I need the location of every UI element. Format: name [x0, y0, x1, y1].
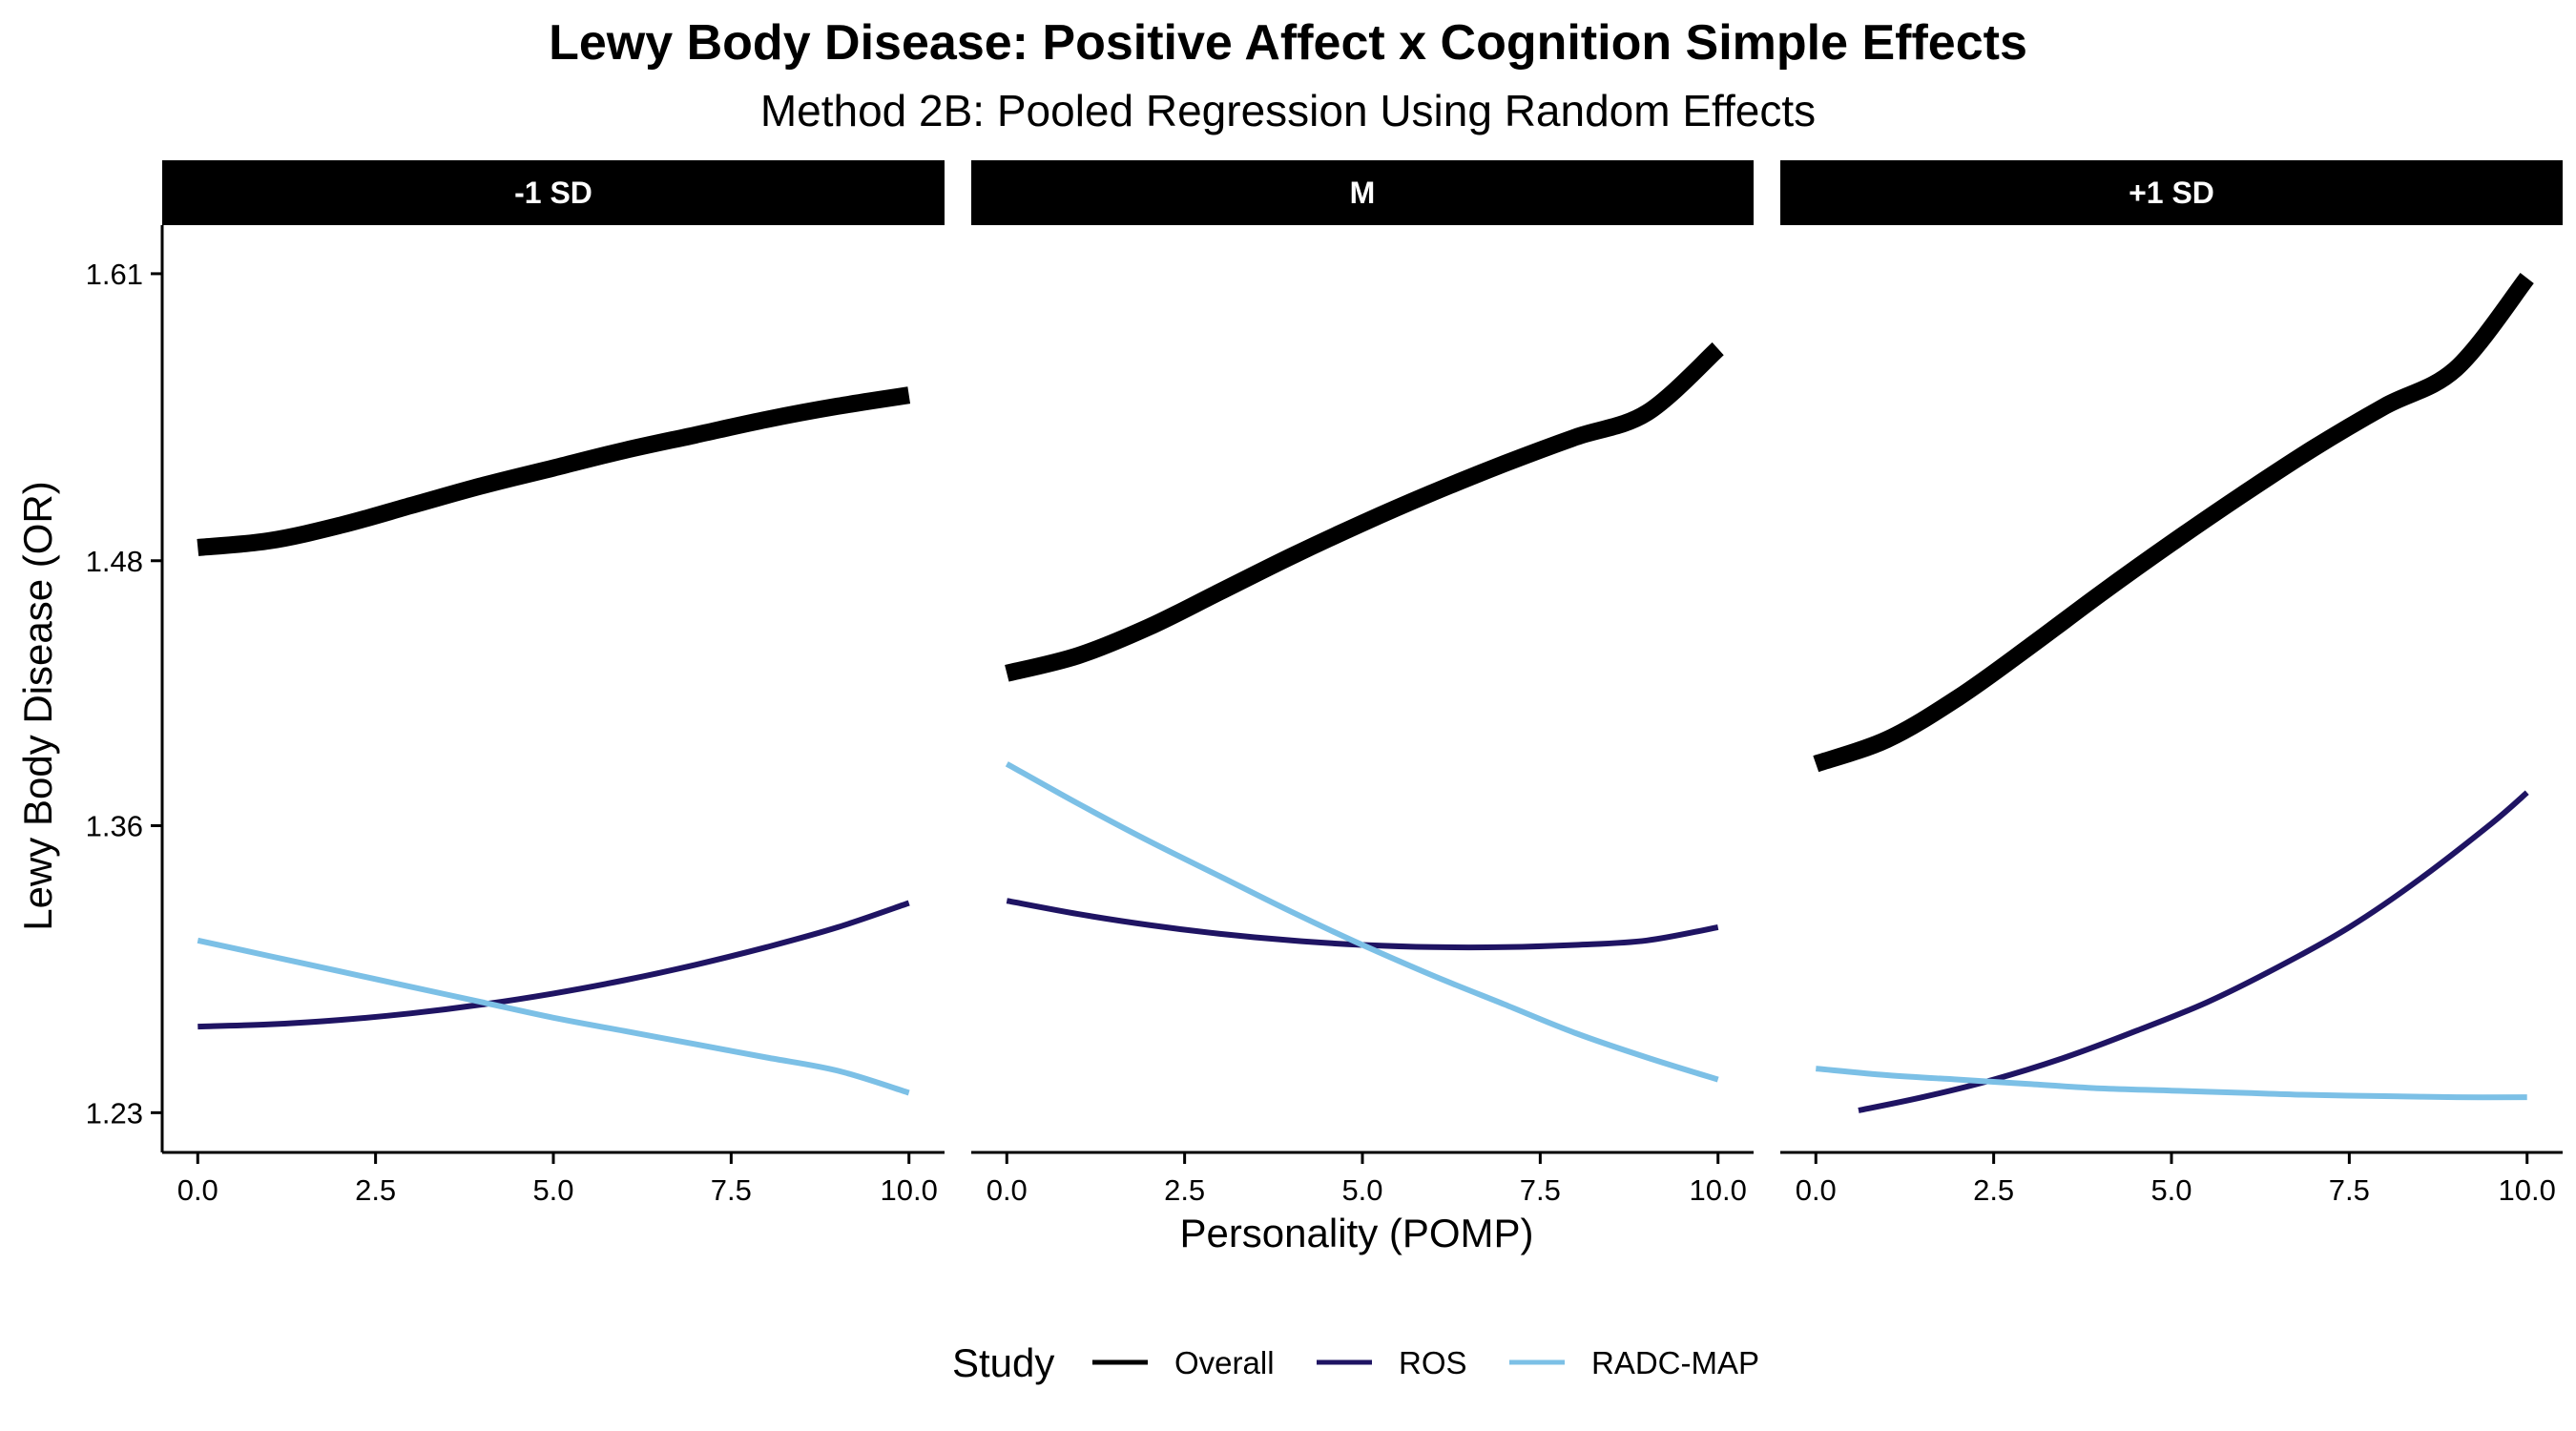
panel-m: M 0.0 2.5 5.0 7.5 10.0 [971, 160, 1754, 1207]
chart-subtitle: Method 2B: Pooled Regression Using Rando… [760, 86, 1816, 135]
facet-strip-label: M [1350, 176, 1376, 210]
y-tick-label: 1.61 [86, 258, 143, 291]
y-axis-title: Lewy Body Disease (OR) [15, 481, 60, 931]
x-tick-label: 0.0 [987, 1173, 1028, 1207]
y-tick-label: 1.36 [86, 809, 143, 842]
facet-strip [162, 160, 945, 225]
facet-strip [971, 160, 1754, 225]
legend: Study Overall ROS RADC-MAP [952, 1340, 1759, 1385]
x-tick-label: 10.0 [1690, 1173, 1747, 1207]
legend-label: ROS [1399, 1345, 1467, 1380]
x-tick-label: 5.0 [1341, 1173, 1382, 1207]
x-axis-title: Personality (POMP) [1179, 1211, 1533, 1255]
facet-strip-label: -1 SD [514, 176, 592, 210]
facet-strip-label: +1 SD [2129, 176, 2214, 210]
chart-title: Lewy Body Disease: Positive Affect x Cog… [549, 15, 2027, 71]
series-line-radc-map [1005, 761, 1719, 1083]
x-tick-label: 2.5 [1973, 1173, 2014, 1207]
series-line-radc-map [1816, 1066, 2527, 1101]
y-tick-label: 1.48 [86, 545, 143, 578]
series-line-radc-map [197, 937, 910, 1096]
legend-entry-ros: ROS [1317, 1345, 1467, 1380]
y-tick-label: 1.23 [86, 1096, 143, 1130]
x-tick-label: 7.5 [1520, 1173, 1561, 1207]
legend-title: Study [952, 1340, 1054, 1385]
series-line-ros [197, 900, 910, 1030]
legend-entry-overall: Overall [1092, 1345, 1275, 1380]
legend-label: RADC-MAP [1591, 1345, 1759, 1380]
series-line-overall [197, 386, 911, 556]
x-tick-label: 10.0 [2499, 1173, 2556, 1207]
x-tick-label: 2.5 [1164, 1173, 1205, 1207]
x-tick-label: 0.0 [177, 1173, 218, 1207]
series-line-overall [1005, 342, 1724, 682]
x-tick-label: 2.5 [355, 1173, 396, 1207]
facet-strip [1780, 160, 2563, 225]
x-tick-label: 7.5 [2329, 1173, 2370, 1207]
series-line-overall [1813, 272, 2534, 773]
x-tick-label: 5.0 [532, 1173, 573, 1207]
panel-1-sd: +1 SD 0.0 2.5 5.0 7.5 10.0 [1780, 160, 2563, 1207]
facet-panels: -1 SD 0.0 2.5 5.0 7.5 10.0 1.23 1.36 1.48 1.61 M 0.… [86, 160, 2563, 1207]
panel-1-sd: -1 SD 0.0 2.5 5.0 7.5 10.0 1.23 1.36 1.48 1.61 [86, 160, 945, 1207]
x-tick-label: 5.0 [2150, 1173, 2192, 1207]
series-line-ros [1858, 790, 2529, 1113]
x-tick-label: 7.5 [711, 1173, 752, 1207]
x-tick-label: 10.0 [881, 1173, 938, 1207]
legend-entry-radc-map: RADC-MAP [1509, 1345, 1759, 1380]
series-line-ros [1006, 898, 1719, 951]
legend-label: Overall [1174, 1345, 1275, 1380]
x-tick-label: 0.0 [1796, 1173, 1837, 1207]
